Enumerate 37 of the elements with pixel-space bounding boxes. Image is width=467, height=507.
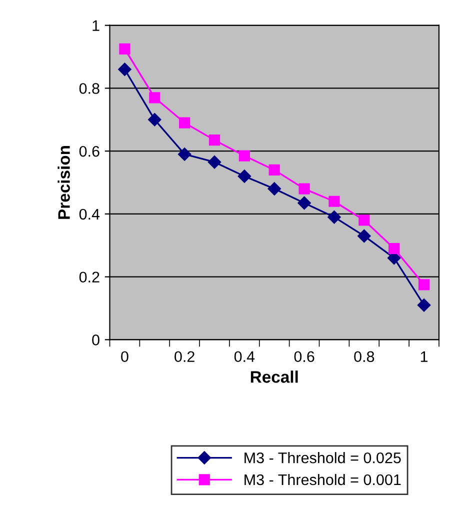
point	[238, 170, 252, 183]
point	[358, 229, 371, 243]
x-tick-label: 0.2	[174, 351, 194, 362]
point	[298, 196, 311, 210]
point	[208, 156, 222, 169]
y-tick-label: 0.6	[79, 146, 100, 157]
y-tick-label: 0	[92, 334, 100, 346]
y-axis-title: Precision	[58, 146, 70, 219]
x-tick-label: 0	[121, 351, 128, 362]
x-tick-label: 0.4	[234, 351, 255, 362]
x-tick-label: 0.6	[294, 351, 314, 362]
point	[328, 210, 341, 224]
x-tick-label: 0.8	[354, 351, 374, 362]
y-tick-label: 1	[92, 20, 100, 31]
point	[118, 62, 132, 76]
point	[238, 150, 250, 162]
y-tick-label: 0.4	[79, 208, 100, 220]
point	[328, 196, 340, 207]
legend-label: M3 - Threshold = 0.001	[244, 474, 401, 486]
point	[388, 242, 400, 254]
point	[298, 183, 310, 194]
point	[268, 182, 281, 196]
y-tick-label: 0.2	[79, 272, 100, 283]
y-tick-label: 0.8	[79, 83, 100, 94]
point	[208, 134, 220, 146]
x-axis-title: Recall	[250, 370, 298, 383]
point	[358, 214, 370, 226]
point	[119, 43, 130, 54]
point	[417, 298, 431, 312]
point	[149, 92, 160, 104]
point	[178, 148, 192, 161]
point	[418, 279, 430, 290]
point	[148, 113, 162, 126]
x-tick-label: 1	[420, 351, 428, 362]
point	[179, 117, 190, 128]
point	[268, 164, 280, 176]
legend-label: M3 - Threshold = 0.025	[244, 452, 401, 464]
